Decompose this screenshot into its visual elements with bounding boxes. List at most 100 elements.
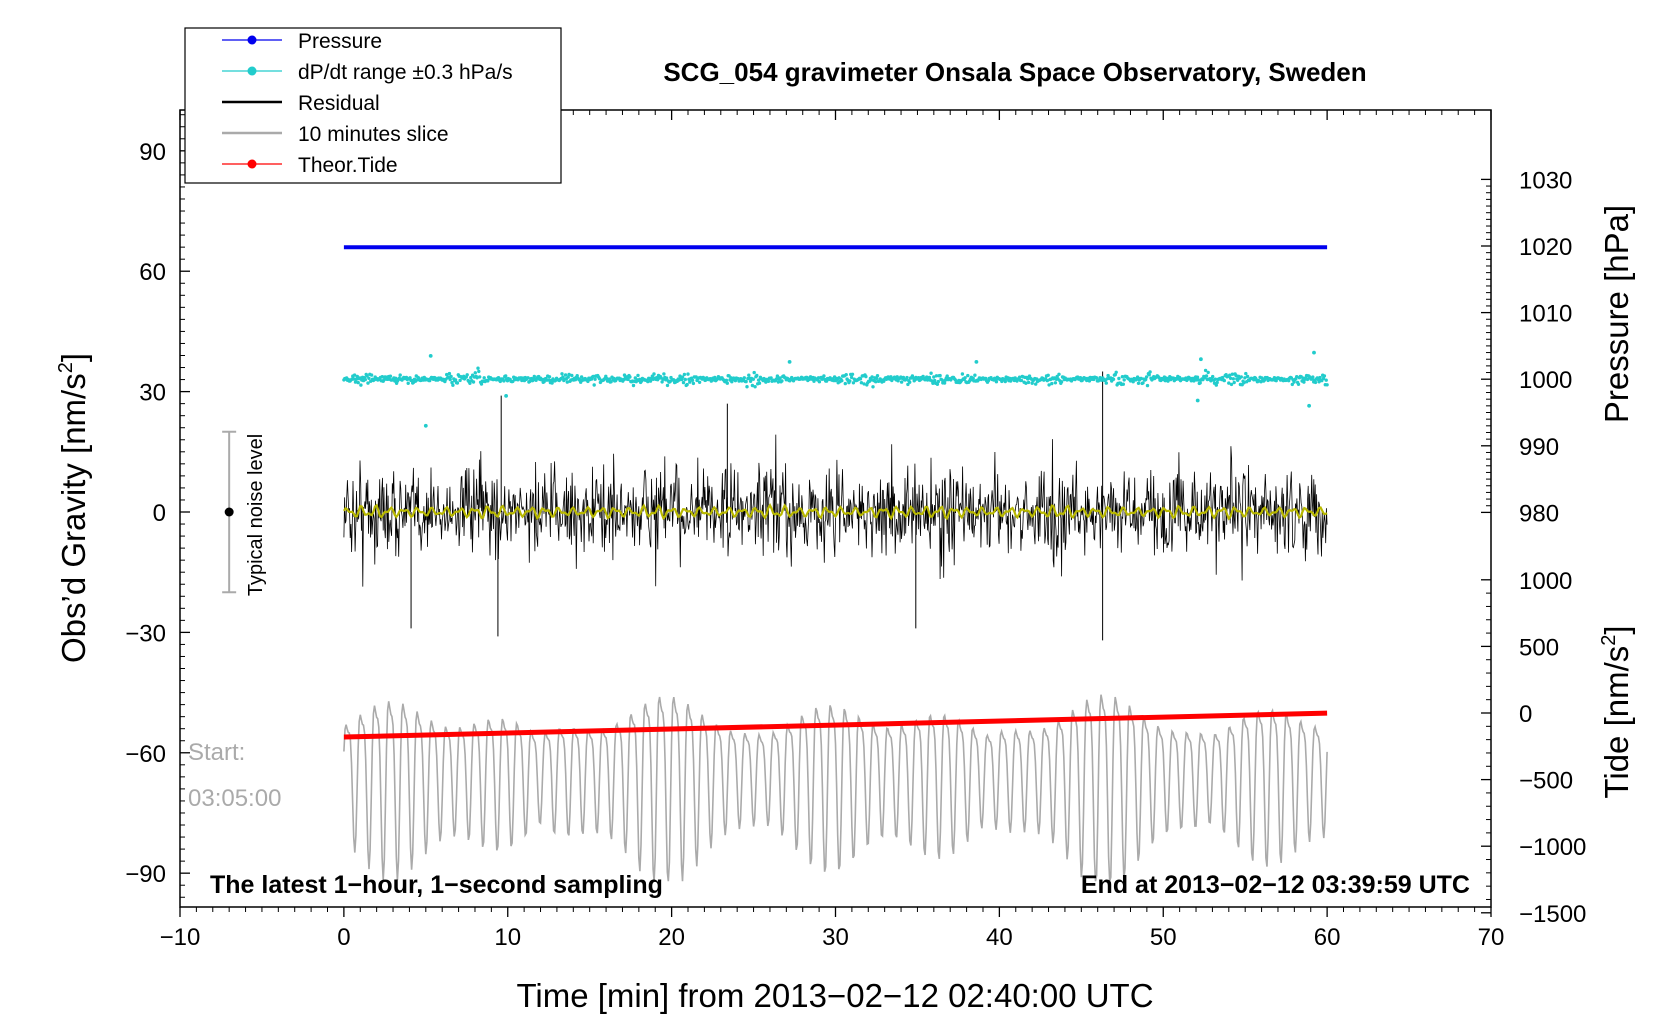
dpdt-point xyxy=(1227,381,1231,385)
dpdt-point xyxy=(1144,375,1149,379)
dpdt-point xyxy=(652,372,656,376)
dpdt-point xyxy=(713,375,717,380)
dpdt-point xyxy=(1228,373,1232,377)
dpdt-point xyxy=(468,381,472,385)
dpdt-point xyxy=(1206,370,1210,375)
dpdt-point xyxy=(393,379,397,383)
dpdt-point xyxy=(1234,373,1238,378)
dpdt-point xyxy=(356,380,360,385)
dpdt-point xyxy=(1003,379,1007,384)
dpdt-point xyxy=(1121,382,1126,386)
dpdt-point xyxy=(748,379,753,383)
noise-level-label: Typical noise level xyxy=(245,434,267,596)
dpdt-point xyxy=(367,376,371,380)
y-pressure-tick-label: 1000 xyxy=(1519,367,1572,394)
dpdt-point xyxy=(994,380,999,384)
dpdt-point xyxy=(733,379,738,383)
dpdt-point xyxy=(680,375,685,379)
dpdt-point xyxy=(859,381,864,385)
dpdt-point xyxy=(504,374,508,378)
dpdt-point xyxy=(691,381,696,386)
dpdt-point xyxy=(550,381,554,385)
y-tide-tick-label: 1000 xyxy=(1519,568,1572,595)
dpdt-point xyxy=(899,380,904,384)
dpdt-point xyxy=(1231,377,1236,381)
dpdt-point xyxy=(1111,377,1116,381)
series-layer xyxy=(342,245,1329,882)
dpdt-point xyxy=(1213,377,1218,381)
dpdt-point xyxy=(973,373,977,377)
dpdt-point xyxy=(672,378,676,382)
dpdt-outlier xyxy=(1199,357,1203,362)
y-left-tick-label: 0 xyxy=(153,500,166,527)
dpdt-point xyxy=(751,377,755,381)
dpdt-point xyxy=(682,372,687,377)
y-axis-label-left: Obs’d Gravity [nm/s2] xyxy=(55,353,92,663)
sampling-note: The latest 1−hour, 1−second sampling xyxy=(210,871,663,899)
x-tick-label: 20 xyxy=(658,924,685,951)
dpdt-point xyxy=(450,380,454,385)
dpdt-point xyxy=(1117,376,1121,381)
dpdt-point xyxy=(1296,382,1301,386)
dpdt-point xyxy=(479,382,484,386)
dpdt-point xyxy=(563,373,568,377)
dpdt-point xyxy=(776,380,780,384)
dpdt-point xyxy=(1030,381,1034,385)
dpdt-point xyxy=(482,376,486,380)
dpdt-point xyxy=(971,376,975,380)
dpdt-point xyxy=(851,381,856,385)
dpdt-point xyxy=(1215,380,1219,385)
dpdt-point xyxy=(636,373,640,378)
dpdt-point xyxy=(542,380,546,384)
dpdt-point xyxy=(1045,378,1050,383)
x-tick-label: 40 xyxy=(986,924,1013,951)
dpdt-point xyxy=(1024,381,1028,385)
dpdt-point xyxy=(862,382,866,386)
dpdt-point xyxy=(849,375,854,380)
dpdt-point xyxy=(929,371,933,375)
dpdt-outlier xyxy=(1195,398,1200,403)
dpdt-point xyxy=(822,374,826,378)
y-axis-label-left-sup: 2 xyxy=(55,362,77,373)
y-pressure-tick-label: 990 xyxy=(1519,434,1559,461)
dpdt-point xyxy=(365,374,369,378)
dpdt-point xyxy=(1232,380,1236,385)
dpdt-point xyxy=(471,380,476,384)
dpdt-point xyxy=(756,378,761,382)
dpdt-point xyxy=(445,372,449,377)
dpdt-point xyxy=(1047,383,1051,387)
dpdt-point xyxy=(864,374,868,379)
dpdt-point xyxy=(1034,382,1038,386)
start-label: Start: xyxy=(188,739,245,766)
dpdt-point xyxy=(942,381,947,385)
dpdt-point xyxy=(1313,380,1318,385)
dpdt-point xyxy=(631,383,636,388)
dpdt-point xyxy=(1050,381,1054,386)
legend-label-dpdt: dP/dt range ±0.3 hPa/s xyxy=(298,61,513,84)
dpdt-point xyxy=(477,369,481,374)
dpdt-point xyxy=(566,375,570,379)
dpdt-point xyxy=(1136,381,1141,385)
dpdt-point xyxy=(1135,375,1140,379)
legend-label-slice: 10 minutes slice xyxy=(298,123,449,146)
dpdt-point xyxy=(1259,380,1263,384)
y-axis-label-tide: Tide [nm/s2] xyxy=(1598,625,1635,798)
dpdt-point xyxy=(1141,381,1145,385)
dpdt-point xyxy=(1046,373,1050,377)
dpdt-point xyxy=(1204,374,1209,378)
y-pressure-tick-label: 1030 xyxy=(1519,167,1572,194)
x-tick-label: 60 xyxy=(1314,924,1341,951)
dpdt-point xyxy=(1244,371,1248,376)
legend-entries xyxy=(222,35,282,169)
dpdt-point xyxy=(473,371,477,375)
dpdt-point xyxy=(1228,376,1233,380)
dpdt-point xyxy=(1094,376,1099,380)
series-residual xyxy=(343,434,1328,587)
dpdt-point xyxy=(843,381,847,386)
dpdt-point xyxy=(1203,368,1208,373)
dpdt-point xyxy=(1324,378,1328,382)
dpdt-point xyxy=(398,373,402,377)
dpdt-point xyxy=(936,379,940,384)
dpdt-point xyxy=(874,376,879,381)
